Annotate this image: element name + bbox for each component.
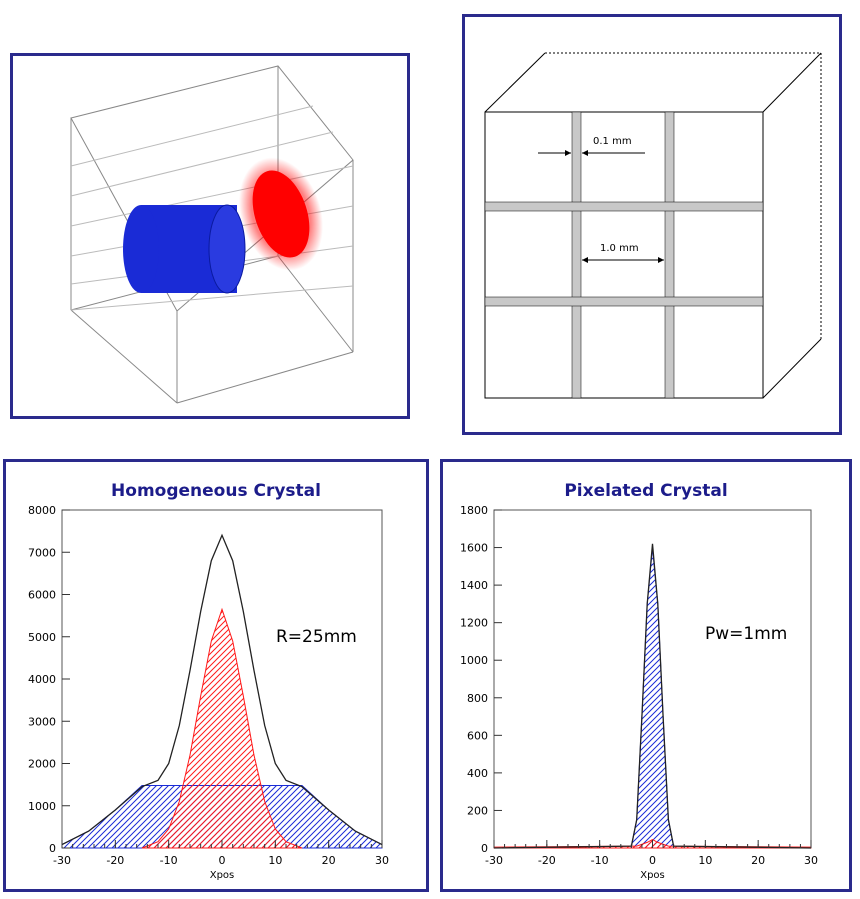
series-black-line — [61, 533, 383, 846]
y-tick-label: 3000 — [28, 715, 56, 728]
y-tick-label: 4000 — [28, 673, 56, 686]
x-axis-label: Xpos — [210, 870, 235, 881]
gap-dimension-label: 0.1 mm — [593, 136, 632, 147]
chart-title: Pixelated Crystal — [564, 481, 727, 501]
x-tick-label: -30 — [53, 854, 71, 867]
chart-annotation: R=25mm — [276, 627, 357, 647]
y-tick-label: 1000 — [28, 800, 56, 813]
y-tick-label: 400 — [467, 767, 488, 780]
dimension-gap: 0.1 mm — [538, 136, 645, 156]
x-tick-label: 10 — [698, 854, 712, 867]
blue-cylinder — [123, 204, 246, 294]
y-tick-label: 0 — [49, 842, 56, 855]
pixel-dimension-label: 1.0 mm — [600, 243, 639, 254]
chart-title: Homogeneous Crystal — [111, 481, 321, 501]
y-tick-label: 1200 — [460, 617, 488, 630]
x-tick-label: 20 — [322, 854, 336, 867]
x-tick-label: 0 — [649, 854, 656, 867]
homogeneous-chart-panel: Homogeneous Crystal -30 -20 -10 0 10 20 30 0 1000… — [3, 459, 429, 892]
crystal-block-outline — [484, 52, 822, 399]
x-tick-label: 20 — [751, 854, 765, 867]
series-black-line — [493, 543, 812, 849]
crystal-pixel-diagram: 0.1 mm 1.0 mm — [484, 52, 822, 399]
x-tick-label: -20 — [106, 854, 124, 867]
y-tick-label: 8000 — [28, 504, 56, 517]
y-tick-label: 1400 — [460, 579, 488, 592]
y-tick-label: 0 — [481, 842, 488, 855]
x-tick-label: -20 — [538, 854, 556, 867]
x-tick-label: -10 — [591, 854, 609, 867]
pixelated-chart: Pixelated Crystal -30 -20 -10 0 10 20 30 0 200 400… — [460, 481, 818, 881]
x-tick-label: 30 — [804, 854, 818, 867]
y-tick-label: 5000 — [28, 631, 56, 644]
crystal-pixel-diagram-panel: 0.1 mm 1.0 mm — [462, 14, 842, 435]
y-tick-label: 7000 — [28, 546, 56, 559]
y-tick-label: 2000 — [28, 758, 56, 771]
y-tick-label: 600 — [467, 729, 488, 742]
pixel-grid — [484, 111, 764, 399]
red-scatter-cloud — [238, 157, 324, 271]
y-tick-label: 6000 — [28, 589, 56, 602]
dimension-pixel: 1.0 mm — [582, 243, 664, 263]
y-tick-label: 800 — [467, 692, 488, 705]
homogeneous-chart: Homogeneous Crystal -30 -20 -10 0 10 20 30 0 1000… — [28, 481, 389, 881]
simulation-3d-view — [70, 65, 354, 404]
y-tick-label: 1600 — [460, 542, 488, 555]
y-tick-label: 200 — [467, 804, 488, 817]
x-axis-label: Xpos — [640, 870, 665, 881]
series-red-hatched — [141, 607, 303, 849]
x-tick-label: 0 — [219, 854, 226, 867]
chart-annotation: Pw=1mm — [705, 624, 787, 644]
y-tick-label: 1800 — [460, 504, 488, 517]
y-tick-label: 1000 — [460, 654, 488, 667]
pixelated-chart-panel: Pixelated Crystal -30 -20 -10 0 10 20 30 0 200 400… — [440, 459, 852, 892]
x-tick-label: 10 — [268, 854, 282, 867]
simulation-3d-panel — [10, 53, 410, 419]
x-tick-label: 30 — [375, 854, 389, 867]
x-tick-label: -30 — [485, 854, 503, 867]
x-tick-label: -10 — [160, 854, 178, 867]
